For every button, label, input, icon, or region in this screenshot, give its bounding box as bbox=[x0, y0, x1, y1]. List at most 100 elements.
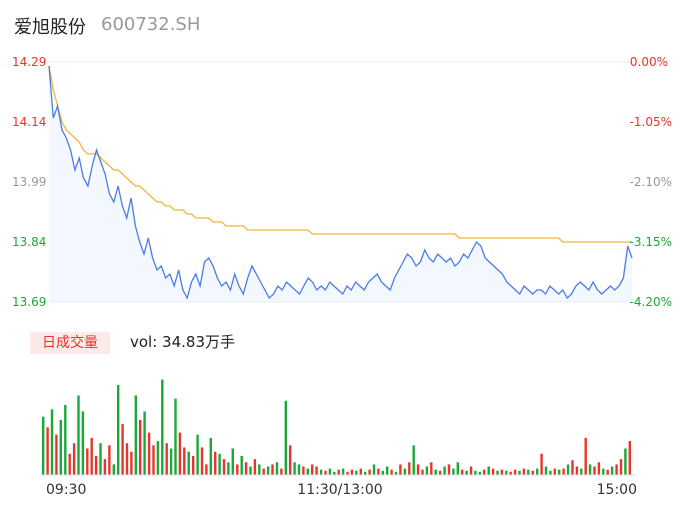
y-tick-label: 14.29 bbox=[12, 55, 46, 69]
volume-bar bbox=[147, 432, 151, 475]
volume-bar bbox=[447, 464, 451, 475]
volume-bar bbox=[183, 447, 186, 475]
volume-bar bbox=[117, 384, 120, 475]
volume-bar bbox=[46, 427, 49, 475]
volume-bar bbox=[249, 466, 252, 475]
volume-bar bbox=[315, 466, 318, 475]
volume-bar bbox=[236, 464, 239, 475]
volume-bar bbox=[350, 469, 354, 475]
volume-bar bbox=[200, 447, 204, 475]
volume-bar bbox=[139, 419, 142, 475]
volume-bar bbox=[544, 466, 548, 475]
volume-bar bbox=[580, 468, 583, 475]
volume-bar bbox=[306, 468, 309, 475]
volume-bar bbox=[465, 470, 468, 475]
volume-bar bbox=[253, 459, 257, 475]
price-area-fill bbox=[49, 66, 632, 302]
volume-bar bbox=[341, 468, 345, 475]
volume-bar bbox=[584, 437, 587, 475]
volume-bar bbox=[81, 411, 85, 475]
pct-tick-label: -3.15% bbox=[630, 235, 672, 249]
volume-bar bbox=[319, 469, 323, 475]
volume-bar bbox=[364, 471, 367, 475]
volume-bar bbox=[491, 468, 495, 475]
volume-bar bbox=[59, 419, 62, 475]
volume-bar bbox=[628, 441, 631, 475]
volume-bar bbox=[240, 455, 243, 475]
volume-bar bbox=[408, 462, 411, 475]
volume-bar bbox=[536, 468, 539, 475]
volume-bar bbox=[359, 468, 362, 475]
volume-bar bbox=[434, 469, 437, 475]
y-tick-label: 13.99 bbox=[12, 175, 46, 189]
volume-bar bbox=[192, 455, 195, 475]
volume-bar bbox=[602, 468, 605, 475]
volume-bar bbox=[187, 451, 190, 475]
volume-bar bbox=[165, 443, 168, 475]
volume-bar bbox=[487, 466, 490, 475]
volume-bar bbox=[593, 466, 596, 475]
volume-bar bbox=[266, 466, 270, 475]
pct-tick-label: 0.00% bbox=[630, 55, 668, 69]
price-line bbox=[48, 65, 633, 300]
volume-bar bbox=[571, 460, 574, 475]
volume-bar bbox=[615, 464, 618, 475]
volume-bar bbox=[196, 434, 199, 475]
time-label-mid: 11:30/13:00 bbox=[297, 482, 382, 498]
volume-bar bbox=[77, 395, 80, 475]
volume-bar bbox=[50, 409, 54, 475]
y-tick-label: 13.84 bbox=[12, 235, 46, 249]
volume-bar bbox=[394, 471, 398, 475]
volume-bar bbox=[112, 464, 115, 475]
stock-name: 爱旭股份 bbox=[14, 17, 86, 38]
volume-bar bbox=[606, 469, 609, 475]
time-label-open: 09:30 bbox=[46, 482, 86, 498]
volume-bar bbox=[42, 416, 45, 475]
volume-bar bbox=[289, 445, 292, 475]
volume-bar bbox=[86, 448, 89, 475]
volume-bar bbox=[509, 471, 512, 475]
volume-bar bbox=[64, 405, 67, 475]
volume-bar bbox=[619, 459, 623, 475]
volume-bar bbox=[244, 462, 248, 475]
volume-bar bbox=[505, 470, 508, 475]
volume-bar bbox=[275, 462, 279, 475]
volume-bar bbox=[513, 469, 517, 475]
volume-bar bbox=[209, 437, 212, 475]
volume-bar bbox=[262, 468, 265, 475]
volume-bar bbox=[377, 468, 380, 475]
volume-bar bbox=[302, 466, 305, 475]
volume-bar bbox=[588, 464, 592, 475]
volume-bar bbox=[518, 470, 521, 475]
volume-bar bbox=[214, 451, 217, 475]
time-label-close: 15:00 bbox=[597, 482, 637, 498]
volume-bar bbox=[178, 432, 182, 475]
volume-bar bbox=[438, 470, 442, 475]
volume-bar bbox=[94, 455, 98, 475]
volume-bar bbox=[156, 441, 160, 475]
volume-bar bbox=[558, 469, 561, 475]
volume-bar bbox=[412, 445, 415, 475]
volume-bar bbox=[333, 471, 336, 475]
volume-bar bbox=[496, 470, 499, 475]
volume-bar bbox=[597, 462, 601, 475]
volume-bar bbox=[443, 466, 446, 475]
volume-bar bbox=[231, 448, 234, 475]
daily-volume-tab[interactable]: 日成交量 bbox=[30, 332, 110, 354]
volume-bar bbox=[368, 469, 371, 475]
volume-bar bbox=[134, 395, 137, 475]
volume-bar bbox=[624, 448, 627, 475]
volume-bar bbox=[527, 469, 530, 475]
pct-tick-label: -2.10% bbox=[630, 175, 672, 189]
volume-bar bbox=[469, 466, 473, 475]
volume-bar bbox=[227, 462, 230, 475]
volume-bar bbox=[324, 470, 327, 475]
pct-tick-label: -1.05% bbox=[630, 115, 672, 129]
volume-bar bbox=[430, 462, 433, 475]
volume-bar bbox=[416, 464, 420, 475]
volume-bar bbox=[456, 462, 459, 475]
volume-bar bbox=[610, 466, 614, 475]
volume-bar bbox=[103, 459, 107, 475]
volume-bar bbox=[174, 398, 177, 475]
average-price-line bbox=[48, 65, 632, 243]
